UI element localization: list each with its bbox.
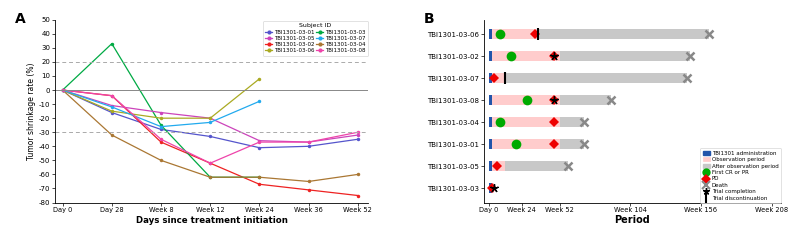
Bar (489, 183, 495, 193)
Bar (489, 161, 492, 171)
Bar (489, 117, 492, 127)
Bar (489, 183, 492, 193)
X-axis label: Days since treatment initiation: Days since treatment initiation (136, 216, 287, 225)
Bar (559, 95, 611, 105)
Bar (489, 73, 505, 83)
Legend: TBI1301-03-01, TBI1301-03-05, TBI1301-03-02, TBI1301-03-06, TBI1301-03-03, TBI13: TBI1301-03-01, TBI1301-03-05, TBI1301-03… (263, 21, 368, 56)
Bar (489, 161, 505, 171)
Bar (538, 29, 709, 39)
Bar (559, 117, 584, 127)
Bar (489, 117, 559, 127)
Bar (559, 51, 690, 61)
Bar (489, 29, 538, 39)
Bar (489, 29, 492, 39)
Bar (489, 51, 492, 61)
Bar (489, 95, 492, 105)
Text: B: B (424, 12, 435, 26)
X-axis label: Period: Period (615, 215, 650, 226)
Text: A: A (15, 12, 25, 26)
Bar (489, 73, 492, 83)
Bar (505, 73, 687, 83)
Bar (505, 161, 568, 171)
Bar (489, 95, 559, 105)
Bar (489, 139, 492, 149)
Legend: TBI1301 administration, Observation period, After observation period, First CR o: TBI1301 administration, Observation peri… (700, 148, 781, 204)
Bar (489, 51, 559, 61)
Bar (489, 139, 559, 149)
Bar (559, 139, 584, 149)
Y-axis label: Tumor shrinkage rate (%): Tumor shrinkage rate (%) (27, 62, 36, 160)
